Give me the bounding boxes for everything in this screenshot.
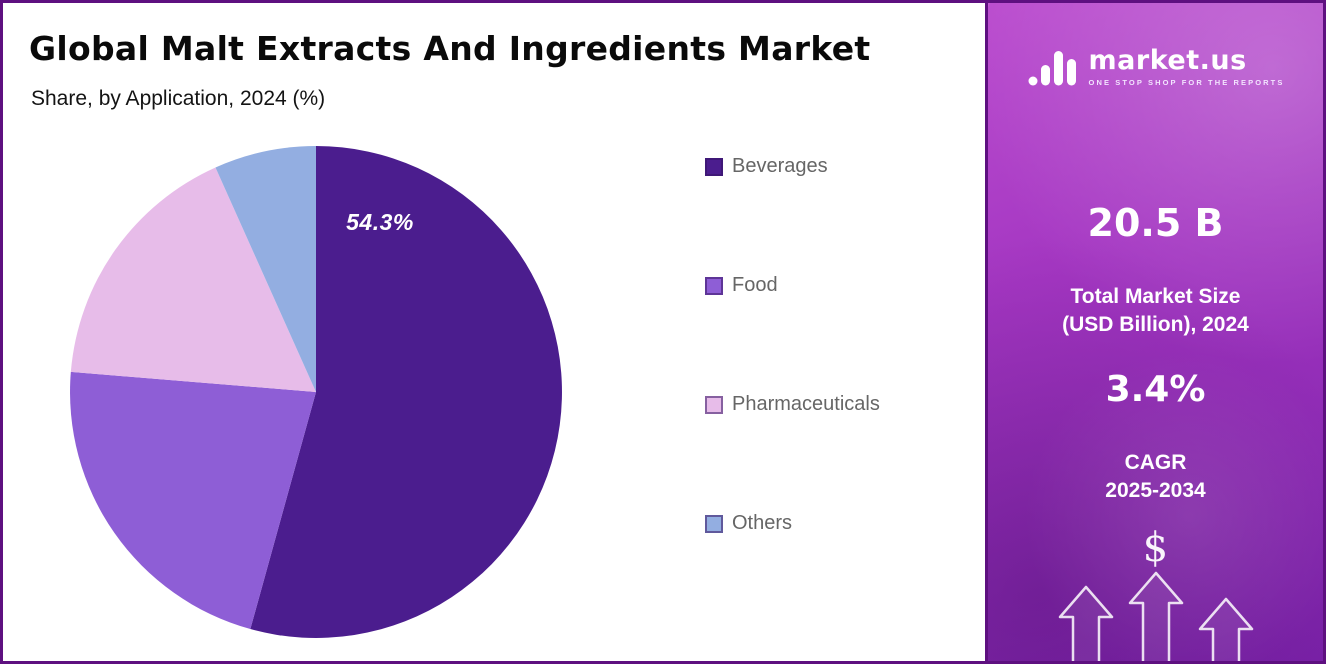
page-title: Global Malt Extracts And Ingredients Mar… — [29, 29, 871, 68]
growth-arrows-icon — [1058, 571, 1253, 661]
pie-slice-food — [70, 371, 316, 630]
brand-logo: market.us ONE STOP SHOP FOR THE REPORTS — [988, 45, 1323, 89]
cagr-value: 3.4% — [1105, 369, 1206, 410]
pie-chart — [70, 146, 562, 638]
market-size-label: Total Market Size (USD Billion), 2024 — [988, 283, 1323, 338]
legend-item-others: Others — [705, 512, 880, 535]
market-size-value: 20.5 B — [1087, 201, 1224, 245]
legend-swatch-food — [705, 276, 723, 295]
brand-tagline: ONE STOP SHOP FOR THE REPORTS — [1088, 78, 1285, 88]
promo-panel: market.us ONE STOP SHOP FOR THE REPORTS … — [985, 3, 1323, 661]
legend-item-pharmaceuticals: Pharmaceuticals — [705, 393, 880, 416]
market-size-label-line1: Total Market Size — [1070, 285, 1241, 308]
pie-slice-others — [215, 146, 316, 392]
pie-slice-pharmaceuticals — [70, 167, 316, 392]
legend-label-pharmaceuticals: Pharmaceuticals — [732, 393, 880, 415]
cagr-label-line1: CAGR — [1124, 451, 1187, 474]
chart-subtitle: Share, by Application, 2024 (%) — [31, 87, 326, 110]
pie-slice-beverages — [250, 146, 562, 638]
legend-swatch-others — [705, 514, 723, 533]
cagr-label-line2: 2025-2034 — [1105, 479, 1206, 503]
legend-swatch-pharmaceuticals — [705, 395, 723, 414]
market-size-label-line2: (USD Billion), 2024 — [1062, 312, 1249, 336]
pie-data-label: 54.3% — [346, 208, 414, 235]
pie-chart-container: 54.3% — [65, 141, 567, 643]
cagr-label: CAGR 2025-2034 — [988, 449, 1323, 506]
brand-name: market.us — [1088, 44, 1247, 76]
legend-item-food: Food — [705, 274, 880, 297]
legend: Beverages Food Pharmaceuticals Others — [705, 155, 880, 631]
legend-item-beverages: Beverages — [705, 155, 880, 178]
marketus-logo-icon — [1027, 45, 1079, 89]
chart-area: Global Malt Extracts And Ingredients Mar… — [3, 3, 985, 661]
legend-label-others: Others — [732, 512, 793, 534]
dollar-sign: $ — [1142, 525, 1169, 571]
legend-label-beverages: Beverages — [732, 155, 828, 177]
legend-label-food: Food — [732, 274, 778, 296]
legend-swatch-beverages — [705, 157, 723, 176]
